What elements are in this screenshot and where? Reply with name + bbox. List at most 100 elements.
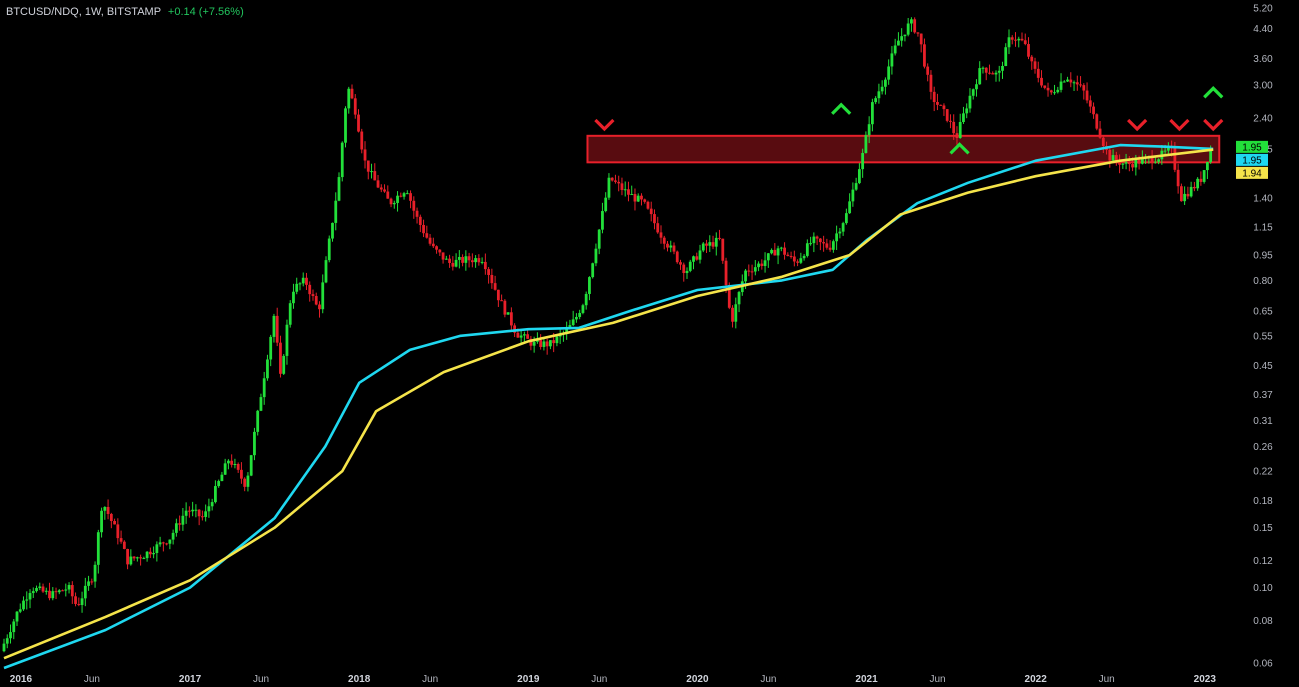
candle-up <box>295 283 299 292</box>
candle-down <box>627 189 630 195</box>
candle-up <box>910 19 913 24</box>
candle-down <box>1069 79 1073 83</box>
candle-up <box>867 124 871 136</box>
candle-up <box>1209 148 1213 163</box>
candle-up <box>522 334 526 336</box>
candle-down <box>41 586 45 592</box>
candle-down <box>1014 39 1017 41</box>
candle-up <box>259 397 263 411</box>
candle-up <box>44 590 48 592</box>
candle-down <box>500 300 504 302</box>
candle-up <box>331 222 334 239</box>
price-tick-label: 5.20 <box>1253 4 1273 15</box>
candle-down <box>438 249 442 253</box>
candle-up <box>623 189 627 191</box>
candle-up <box>958 122 962 139</box>
candle-up <box>542 341 546 347</box>
candle-down <box>386 191 390 199</box>
candle-down <box>1079 84 1082 86</box>
candle-down <box>165 543 169 545</box>
candle-down <box>1043 85 1047 88</box>
candle-up <box>396 195 399 203</box>
candle-up <box>874 98 878 103</box>
chart-header: BTCUSD/NDQ, 1W, BITSTAMP +0.14 (+7.56%) <box>6 6 244 18</box>
candle-down <box>949 120 952 122</box>
candle-down <box>275 315 279 343</box>
candle-down <box>545 341 549 347</box>
price-tick-label: 4.40 <box>1253 24 1273 35</box>
candle-up <box>975 84 978 90</box>
candle-up <box>971 89 975 96</box>
time-tick-label: 2023 <box>1194 674 1217 685</box>
candle-up <box>1183 193 1187 202</box>
price-label-box <box>1236 166 1268 179</box>
price-label-box <box>1236 153 1268 166</box>
candle-up <box>392 202 396 205</box>
candle-down <box>243 478 247 487</box>
candle-down <box>357 114 360 132</box>
candle-down <box>513 325 517 333</box>
candle-down <box>1150 156 1154 163</box>
time-tick-label: Jun <box>422 674 438 685</box>
candle-up <box>204 511 208 517</box>
candle-up <box>35 588 38 592</box>
price-labels-layer: 1.95 1.95 1.94 <box>1236 140 1268 179</box>
candle-up <box>581 305 585 313</box>
candle-down <box>529 338 533 346</box>
candle-up <box>282 355 286 374</box>
symbol-label[interactable]: BTCUSD/NDQ, 1W, BITSTAMP <box>6 6 161 18</box>
candle-down <box>913 19 917 33</box>
candle-down <box>116 524 120 539</box>
candle-up <box>262 378 266 398</box>
candle-up <box>145 551 149 559</box>
candle-down <box>610 177 614 181</box>
candle-up <box>851 189 855 202</box>
candle-up <box>5 638 9 644</box>
candle-up <box>214 486 217 503</box>
candle-down <box>718 237 721 239</box>
candle-up <box>848 201 852 214</box>
candle-up <box>12 621 16 633</box>
change-label: +0.14 (+7.56%) <box>167 6 244 18</box>
candle-down <box>815 236 819 239</box>
candle-up <box>809 243 812 245</box>
candle-up <box>191 509 195 512</box>
candle-down <box>923 44 926 67</box>
candle-down <box>435 246 438 250</box>
candle-down <box>646 201 650 209</box>
candle-up <box>601 211 604 230</box>
price-tick-label: 0.80 <box>1253 276 1273 287</box>
candle-up <box>184 510 188 516</box>
candle-down <box>711 242 715 247</box>
candle-down <box>1108 149 1112 161</box>
candle-down <box>672 245 676 252</box>
candle-down <box>373 171 377 181</box>
candle-up <box>799 258 803 263</box>
candle-up <box>220 474 224 482</box>
candle-down <box>1118 160 1121 165</box>
price-tick-label: 3.00 <box>1253 81 1273 92</box>
candle-down <box>61 590 64 592</box>
candle-up <box>223 463 227 475</box>
candle-down <box>230 460 234 465</box>
candle-down <box>425 233 429 238</box>
markers-layer <box>594 86 1224 155</box>
candle-down <box>148 551 152 555</box>
candle-down <box>415 210 419 217</box>
candle-down <box>666 243 669 248</box>
chevron-up-marker <box>1203 86 1224 99</box>
moving-averages-layer <box>3 143 1214 670</box>
candle-down <box>1027 44 1030 57</box>
candle-up <box>292 291 295 304</box>
candle-up <box>565 328 569 334</box>
candle-up <box>578 312 582 317</box>
price-tick-label: 0.15 <box>1253 523 1273 534</box>
candle-down <box>236 464 240 470</box>
candle-down <box>1085 90 1089 101</box>
candle-down <box>936 102 939 105</box>
candle-up <box>2 643 6 652</box>
candle-down <box>363 149 367 161</box>
candle-down <box>503 300 507 315</box>
time-tick-label: 2020 <box>686 674 709 685</box>
